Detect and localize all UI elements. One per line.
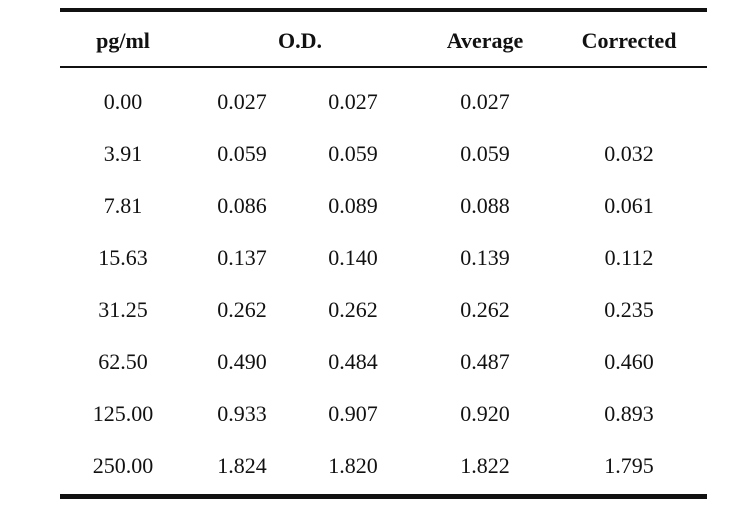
cell-average: 0.262 <box>460 297 510 322</box>
table-header-rule <box>60 66 707 68</box>
cell-od-1: 0.086 <box>217 193 267 218</box>
cell-od-1: 1.824 <box>217 453 267 478</box>
cell-corrected: 1.795 <box>604 453 654 478</box>
cell-pg-ml: 250.00 <box>92 453 154 478</box>
table-row: 31.25 0.262 0.262 0.262 0.235 <box>60 284 707 336</box>
cell-pg-ml: 62.50 <box>98 349 148 374</box>
table-header-row: pg/ml O.D. Average Corrected <box>60 12 707 66</box>
cell-pg-ml: 15.63 <box>98 245 148 270</box>
table-row: 250.00 1.824 1.820 1.822 1.795 <box>60 440 707 492</box>
header-pg-ml: pg/ml <box>96 28 150 53</box>
cell-od-2: 0.089 <box>328 193 378 218</box>
header-corrected: Corrected <box>581 28 677 53</box>
cell-corrected: 0.235 <box>604 297 654 322</box>
cell-od-1: 0.027 <box>217 89 267 114</box>
table-bottom-rule <box>60 494 707 499</box>
table-row: 7.81 0.086 0.089 0.088 0.061 <box>60 180 707 232</box>
cell-average: 1.822 <box>460 453 510 478</box>
cell-corrected: 0.032 <box>604 141 654 166</box>
cell-average: 0.920 <box>460 401 510 426</box>
cell-pg-ml: 31.25 <box>98 297 148 322</box>
cell-od-2: 0.027 <box>328 89 378 114</box>
header-average: Average <box>446 28 524 53</box>
cell-od-2: 0.140 <box>328 245 378 270</box>
cell-corrected: 0.460 <box>604 349 654 374</box>
cell-average: 0.027 <box>460 89 510 114</box>
table-row: 0.00 0.027 0.027 0.027 <box>60 76 707 128</box>
cell-average: 0.139 <box>460 245 510 270</box>
header-od: O.D. <box>278 28 322 53</box>
cell-od-1: 0.137 <box>217 245 267 270</box>
cell-pg-ml: 125.00 <box>92 401 154 426</box>
standard-curve-table: pg/ml O.D. Average Corrected 0.00 0.027 … <box>60 8 707 499</box>
table-row: 3.91 0.059 0.059 0.059 0.032 <box>60 128 707 180</box>
cell-od-1: 0.262 <box>217 297 267 322</box>
table-row: 15.63 0.137 0.140 0.139 0.112 <box>60 232 707 284</box>
cell-average: 0.487 <box>460 349 510 374</box>
cell-average: 0.088 <box>460 193 510 218</box>
table-body: 0.00 0.027 0.027 0.027 3.91 0.059 0.059 … <box>60 68 707 494</box>
cell-corrected: 0.893 <box>604 401 654 426</box>
cell-corrected <box>565 76 693 128</box>
table-row: 125.00 0.933 0.907 0.920 0.893 <box>60 388 707 440</box>
cell-od-2: 0.059 <box>328 141 378 166</box>
cell-od-1: 0.490 <box>217 349 267 374</box>
cell-pg-ml: 7.81 <box>103 193 143 218</box>
cell-corrected: 0.061 <box>604 193 654 218</box>
cell-corrected: 0.112 <box>604 245 654 270</box>
cell-od-1: 0.059 <box>217 141 267 166</box>
cell-od-2: 0.484 <box>328 349 378 374</box>
cell-od-2: 0.262 <box>328 297 378 322</box>
table-row: 62.50 0.490 0.484 0.487 0.460 <box>60 336 707 388</box>
cell-average: 0.059 <box>460 141 510 166</box>
cell-pg-ml: 3.91 <box>103 141 143 166</box>
cell-pg-ml: 0.00 <box>103 89 143 114</box>
cell-od-2: 1.820 <box>328 453 378 478</box>
cell-od-1: 0.933 <box>217 401 267 426</box>
table-top-rule <box>60 8 707 12</box>
cell-od-2: 0.907 <box>328 401 378 426</box>
